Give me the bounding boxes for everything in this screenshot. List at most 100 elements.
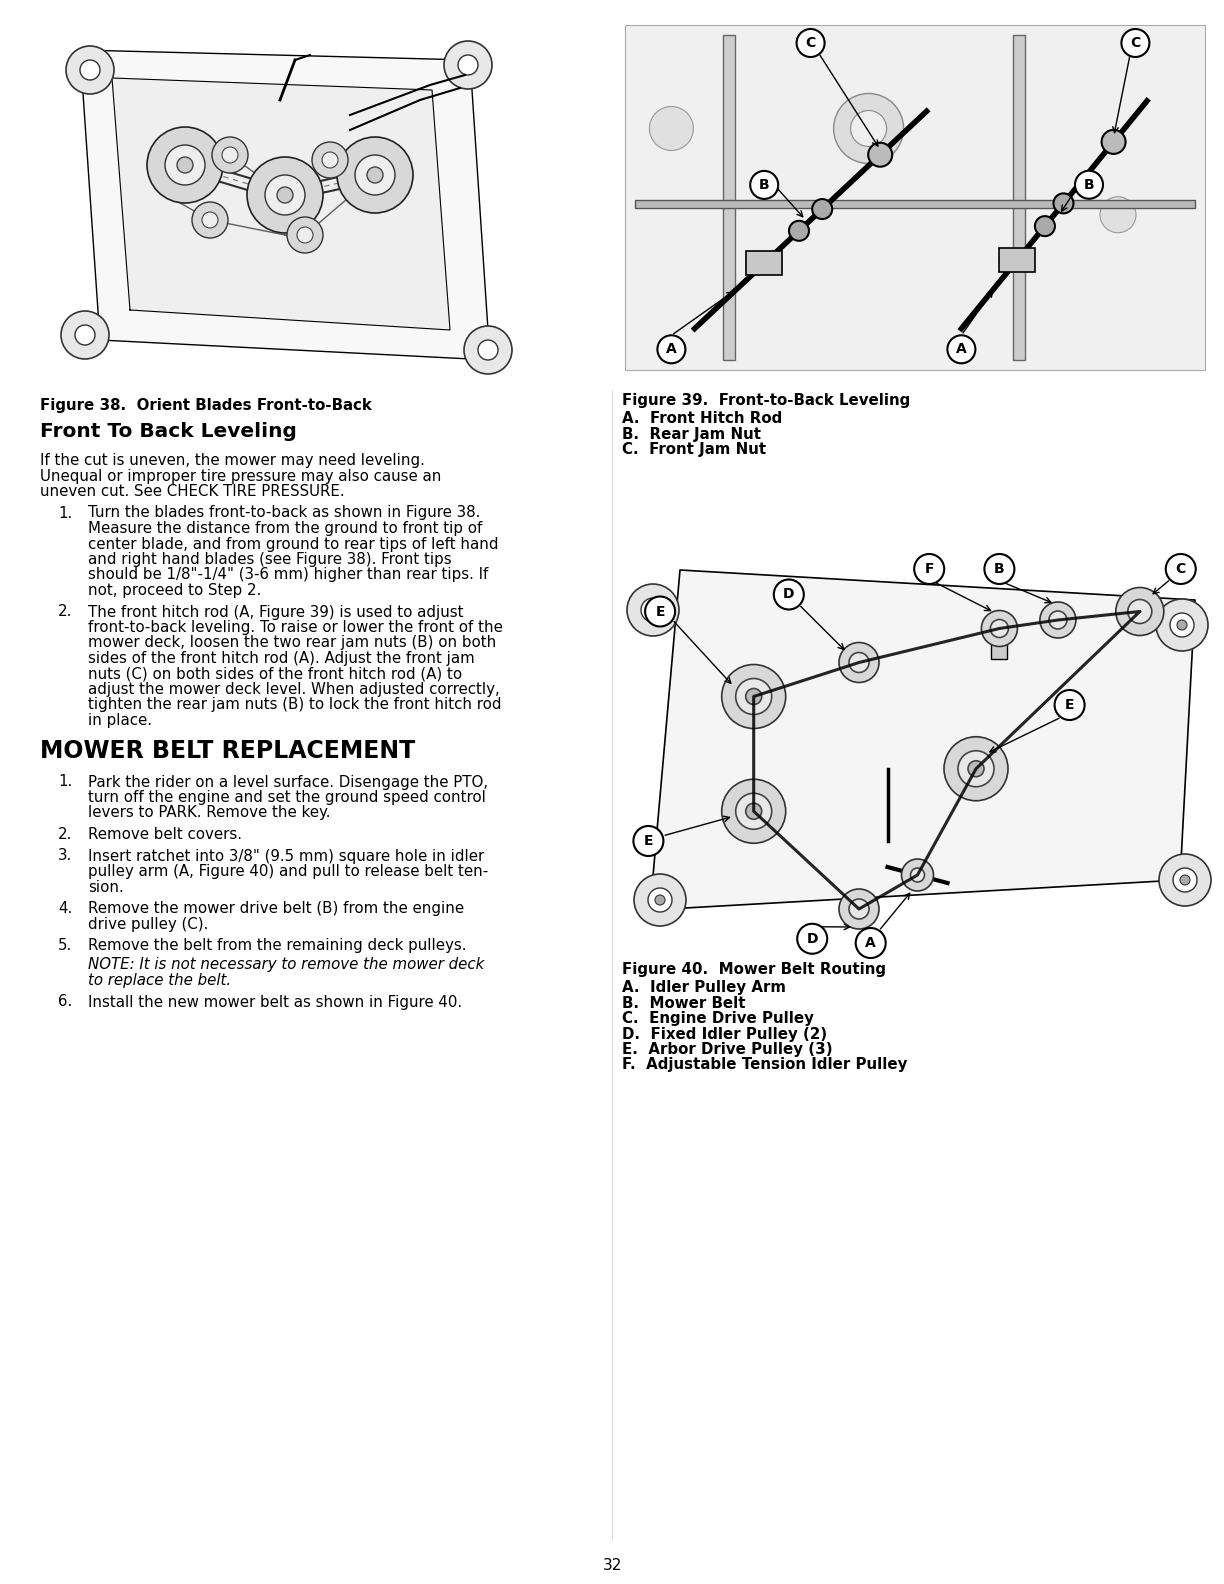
Circle shape	[1121, 29, 1149, 57]
Circle shape	[1177, 619, 1187, 630]
Text: B.  Mower Belt: B. Mower Belt	[622, 995, 745, 1011]
Circle shape	[655, 895, 665, 904]
Circle shape	[984, 554, 1015, 584]
Text: 1.: 1.	[58, 505, 72, 521]
Circle shape	[1155, 599, 1208, 651]
Circle shape	[647, 889, 672, 912]
Text: Park the rider on a level surface. Disengage the PTO,: Park the rider on a level surface. Disen…	[88, 775, 488, 789]
Text: Remove the belt from the remaining deck pulleys.: Remove the belt from the remaining deck …	[88, 938, 466, 954]
Text: Remove the mower drive belt (B) from the engine: Remove the mower drive belt (B) from the…	[88, 901, 464, 916]
Circle shape	[657, 336, 685, 363]
Text: If the cut is uneven, the mower may need leveling.: If the cut is uneven, the mower may need…	[40, 453, 425, 467]
Text: 3.: 3.	[58, 849, 72, 863]
FancyBboxPatch shape	[999, 249, 1036, 272]
Circle shape	[990, 619, 1009, 637]
FancyBboxPatch shape	[991, 638, 1007, 659]
Text: 32: 32	[602, 1559, 622, 1573]
Circle shape	[736, 794, 771, 830]
FancyBboxPatch shape	[625, 25, 1204, 371]
Circle shape	[1173, 868, 1197, 892]
FancyBboxPatch shape	[747, 252, 782, 276]
Text: MOWER BELT REPLACEMENT: MOWER BELT REPLACEMENT	[40, 738, 415, 762]
Circle shape	[647, 605, 659, 615]
Circle shape	[177, 157, 193, 173]
Circle shape	[1159, 854, 1211, 906]
Circle shape	[1054, 193, 1073, 214]
Text: 2.: 2.	[58, 827, 72, 843]
Circle shape	[312, 143, 348, 177]
Text: C.  Front Jam Nut: C. Front Jam Nut	[622, 442, 766, 458]
Circle shape	[192, 203, 228, 238]
Text: Figure 38.  Orient Blades Front-to-Back: Figure 38. Orient Blades Front-to-Back	[40, 398, 372, 413]
Text: turn off the engine and set the ground speed control: turn off the engine and set the ground s…	[88, 790, 486, 805]
Circle shape	[80, 60, 100, 81]
Circle shape	[165, 146, 204, 185]
Text: F: F	[924, 562, 934, 577]
Circle shape	[797, 29, 825, 57]
Text: mower deck, loosen the two rear jam nuts (B) on both: mower deck, loosen the two rear jam nuts…	[88, 635, 496, 651]
Circle shape	[212, 136, 248, 173]
Circle shape	[968, 760, 984, 776]
Circle shape	[66, 46, 114, 93]
Circle shape	[222, 147, 237, 163]
Circle shape	[797, 923, 827, 954]
Circle shape	[1180, 874, 1190, 885]
Text: F.  Adjustable Tension Idler Pulley: F. Adjustable Tension Idler Pulley	[622, 1058, 907, 1072]
Text: 1.: 1.	[58, 775, 72, 789]
Circle shape	[789, 220, 809, 241]
Circle shape	[650, 106, 694, 150]
Circle shape	[944, 737, 1009, 802]
Circle shape	[634, 874, 685, 927]
Text: adjust the mower deck level. When adjusted correctly,: adjust the mower deck level. When adjust…	[88, 683, 499, 697]
Text: The front hitch rod (A, Figure 39) is used to adjust: The front hitch rod (A, Figure 39) is us…	[88, 605, 464, 619]
Circle shape	[297, 227, 313, 242]
Circle shape	[745, 803, 761, 819]
Text: NOTE: It is not necessary to remove the mower deck: NOTE: It is not necessary to remove the …	[88, 957, 485, 973]
Circle shape	[851, 111, 886, 146]
Text: E: E	[644, 835, 654, 847]
Circle shape	[849, 653, 869, 673]
Text: B.  Rear Jam Nut: B. Rear Jam Nut	[622, 426, 761, 442]
Circle shape	[1040, 602, 1076, 638]
Circle shape	[914, 554, 944, 584]
Circle shape	[202, 212, 218, 228]
Text: B: B	[994, 562, 1005, 577]
Text: to replace the belt.: to replace the belt.	[88, 973, 231, 988]
Text: should be 1/8"-1/4" (3-6 mm) higher than rear tips. If: should be 1/8"-1/4" (3-6 mm) higher than…	[88, 567, 488, 583]
FancyBboxPatch shape	[635, 201, 1195, 209]
Circle shape	[61, 310, 109, 360]
Circle shape	[1116, 588, 1164, 635]
FancyBboxPatch shape	[723, 35, 736, 360]
Text: Figure 39.  Front-to-Back Leveling: Figure 39. Front-to-Back Leveling	[622, 393, 911, 409]
Circle shape	[1036, 215, 1055, 236]
Text: not, proceed to Step 2.: not, proceed to Step 2.	[88, 583, 262, 599]
Circle shape	[856, 928, 886, 958]
Text: E.  Arbor Drive Pulley (3): E. Arbor Drive Pulley (3)	[622, 1042, 832, 1057]
Circle shape	[479, 341, 498, 360]
Text: center blade, and from ground to rear tips of left hand: center blade, and from ground to rear ti…	[88, 537, 498, 551]
Text: D.  Fixed Idler Pulley (2): D. Fixed Idler Pulley (2)	[622, 1026, 827, 1042]
Text: 2.: 2.	[58, 605, 72, 619]
Circle shape	[286, 217, 323, 253]
Circle shape	[722, 665, 786, 729]
Circle shape	[75, 325, 95, 345]
Text: Insert ratchet into 3/8" (9.5 mm) square hole in idler: Insert ratchet into 3/8" (9.5 mm) square…	[88, 849, 485, 863]
Text: C.  Engine Drive Pulley: C. Engine Drive Pulley	[622, 1011, 814, 1026]
Circle shape	[947, 336, 976, 363]
Text: E: E	[1065, 699, 1075, 711]
Circle shape	[355, 155, 395, 195]
Text: pulley arm (A, Figure 40) and pull to release belt ten-: pulley arm (A, Figure 40) and pull to re…	[88, 863, 488, 879]
Text: sides of the front hitch rod (A). Adjust the front jam: sides of the front hitch rod (A). Adjust…	[88, 651, 475, 665]
Circle shape	[838, 643, 879, 683]
Circle shape	[444, 41, 492, 89]
Text: in place.: in place.	[88, 713, 152, 729]
Text: Remove belt covers.: Remove belt covers.	[88, 827, 242, 843]
Circle shape	[627, 584, 679, 637]
Text: 5.: 5.	[58, 938, 72, 954]
Text: 6.: 6.	[58, 995, 72, 1009]
Text: D: D	[807, 931, 818, 946]
Circle shape	[1170, 613, 1193, 637]
Circle shape	[1100, 196, 1136, 233]
Text: A: A	[956, 342, 967, 356]
Circle shape	[774, 580, 804, 610]
